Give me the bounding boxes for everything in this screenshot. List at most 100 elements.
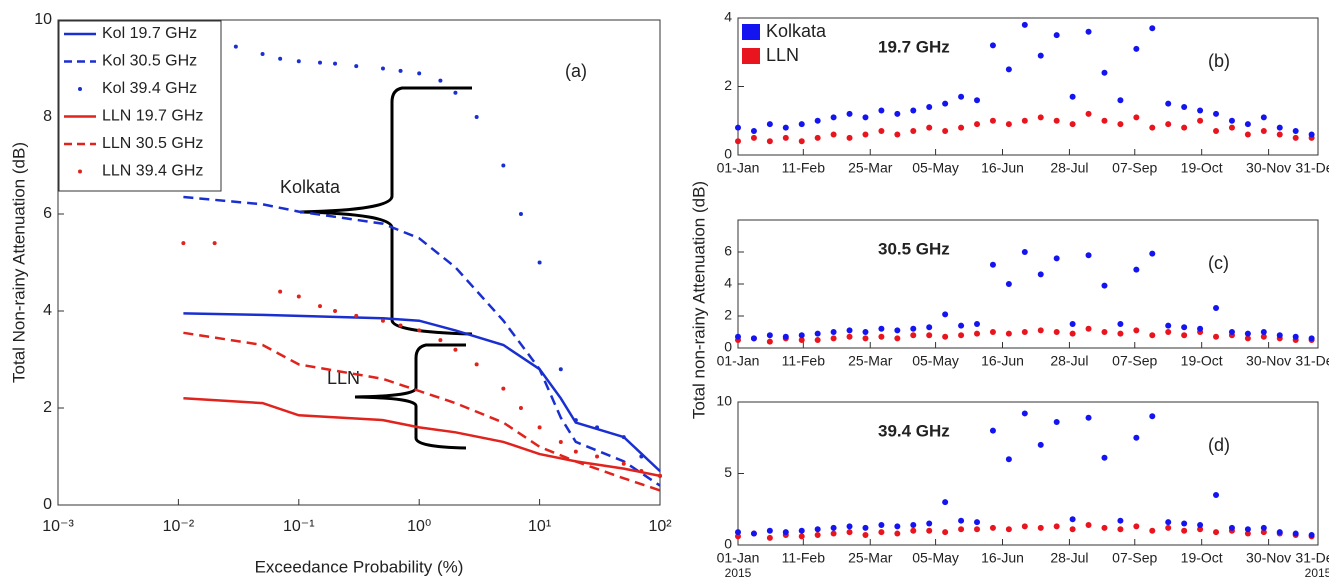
data-point (1165, 322, 1172, 329)
data-point (1021, 410, 1028, 417)
data-point (782, 529, 789, 536)
panel-label: (c) (1208, 253, 1229, 273)
x-axis-label: Exceedance Probability (%) (255, 557, 464, 576)
legend-swatch (742, 48, 760, 64)
y-tick-label: 4 (724, 275, 732, 291)
data-point (750, 128, 757, 135)
x-tick-label: 28-Jul (1050, 160, 1088, 176)
data-point (989, 261, 996, 268)
x-tick-label: 10¹ (528, 518, 551, 535)
data-point (1021, 249, 1028, 255)
data-point (942, 499, 949, 506)
data-point (894, 327, 901, 334)
legend-label: LLN 19.7 GHz (102, 108, 203, 125)
data-point (814, 526, 821, 533)
panel-label: (d) (1208, 435, 1230, 455)
data-point (974, 526, 981, 533)
data-point (926, 324, 933, 331)
data-point (974, 321, 981, 327)
data-point (1165, 121, 1172, 128)
data-point (1181, 520, 1188, 527)
data-point (926, 527, 933, 534)
data-point (1260, 524, 1267, 531)
y-axis-label: Total non-rainy Attenuation (dB) (689, 181, 708, 419)
data-point (595, 454, 600, 459)
data-point (1260, 333, 1267, 340)
data-point (1069, 93, 1076, 100)
x-tick-label: 19-Oct (1181, 550, 1223, 566)
x-tick-label: 11-Feb (782, 160, 826, 176)
data-point (910, 527, 917, 534)
data-point (814, 134, 821, 141)
data-point (1292, 333, 1299, 340)
data-point (333, 309, 338, 313)
x-tick-label: 11-Feb (782, 353, 826, 369)
data-point (1053, 523, 1060, 530)
x-tick-label: 16-Jun (981, 353, 1024, 369)
legend-label: Kol 39.4 GHz (102, 80, 197, 97)
data-point (735, 124, 741, 131)
data-point (1133, 266, 1140, 273)
data-point (766, 527, 773, 534)
x-tick-label: 10⁻¹ (283, 518, 315, 535)
data-point (750, 530, 757, 537)
legend-swatch (78, 87, 82, 91)
y-tick-label: 0 (724, 146, 732, 162)
data-point (989, 117, 996, 124)
x-tick-label: 10⁻² (163, 518, 195, 535)
data-point (798, 527, 805, 534)
data-point (1292, 530, 1299, 537)
data-point (735, 138, 741, 145)
data-point (735, 529, 741, 536)
data-point (830, 131, 837, 138)
data-point (1101, 282, 1108, 289)
data-point (1037, 271, 1044, 278)
y-tick-label: 4 (724, 9, 732, 25)
data-point (910, 128, 917, 135)
data-point (1133, 523, 1140, 530)
y-tick-label: 2 (724, 307, 732, 323)
data-point (398, 323, 403, 328)
x-tick-label: 30-Nov (1246, 353, 1291, 369)
data-point (926, 104, 933, 111)
data-point (1117, 321, 1124, 327)
legend-label: Kol 19.7 GHz (102, 25, 197, 42)
data-point (974, 330, 981, 337)
x-tick-label: 07-Sep (1112, 550, 1157, 566)
legend-label: LLN 39.4 GHz (102, 163, 203, 180)
data-point (1228, 124, 1235, 131)
data-point (894, 335, 901, 342)
data-point (1292, 128, 1299, 135)
legend-label: LLN 30.5 GHz (102, 135, 203, 152)
data-point (1260, 529, 1267, 536)
data-point (639, 469, 644, 474)
data-point (1069, 321, 1076, 327)
x-tick-label: 07-Sep (1112, 160, 1157, 176)
data-point (1197, 107, 1204, 114)
y-tick-label: 6 (43, 205, 52, 222)
x-year-label: 2015 (725, 566, 752, 580)
data-point (1149, 124, 1156, 131)
data-point (1276, 131, 1283, 138)
x-tick-label: 16-Jun (981, 160, 1024, 176)
data-point (1197, 526, 1204, 533)
x-year-label: 2015 (1305, 566, 1329, 580)
data-point (1005, 281, 1012, 287)
data-point (1085, 521, 1092, 528)
x-tick-label: 11-Feb (782, 550, 826, 566)
data-point (318, 304, 323, 309)
data-point (1101, 329, 1108, 335)
data-point (862, 531, 869, 538)
data-point (354, 64, 359, 69)
data-point (926, 520, 933, 527)
data-point (1037, 441, 1044, 448)
plot-frame (57, 19, 661, 506)
x-tick-label: 10² (648, 518, 672, 535)
data-point (1292, 134, 1299, 141)
data-point (1197, 117, 1204, 124)
panel-subtitle: 30.5 GHz (878, 239, 950, 258)
data-point (926, 124, 933, 131)
data-point (958, 517, 965, 524)
data-point (942, 529, 949, 536)
